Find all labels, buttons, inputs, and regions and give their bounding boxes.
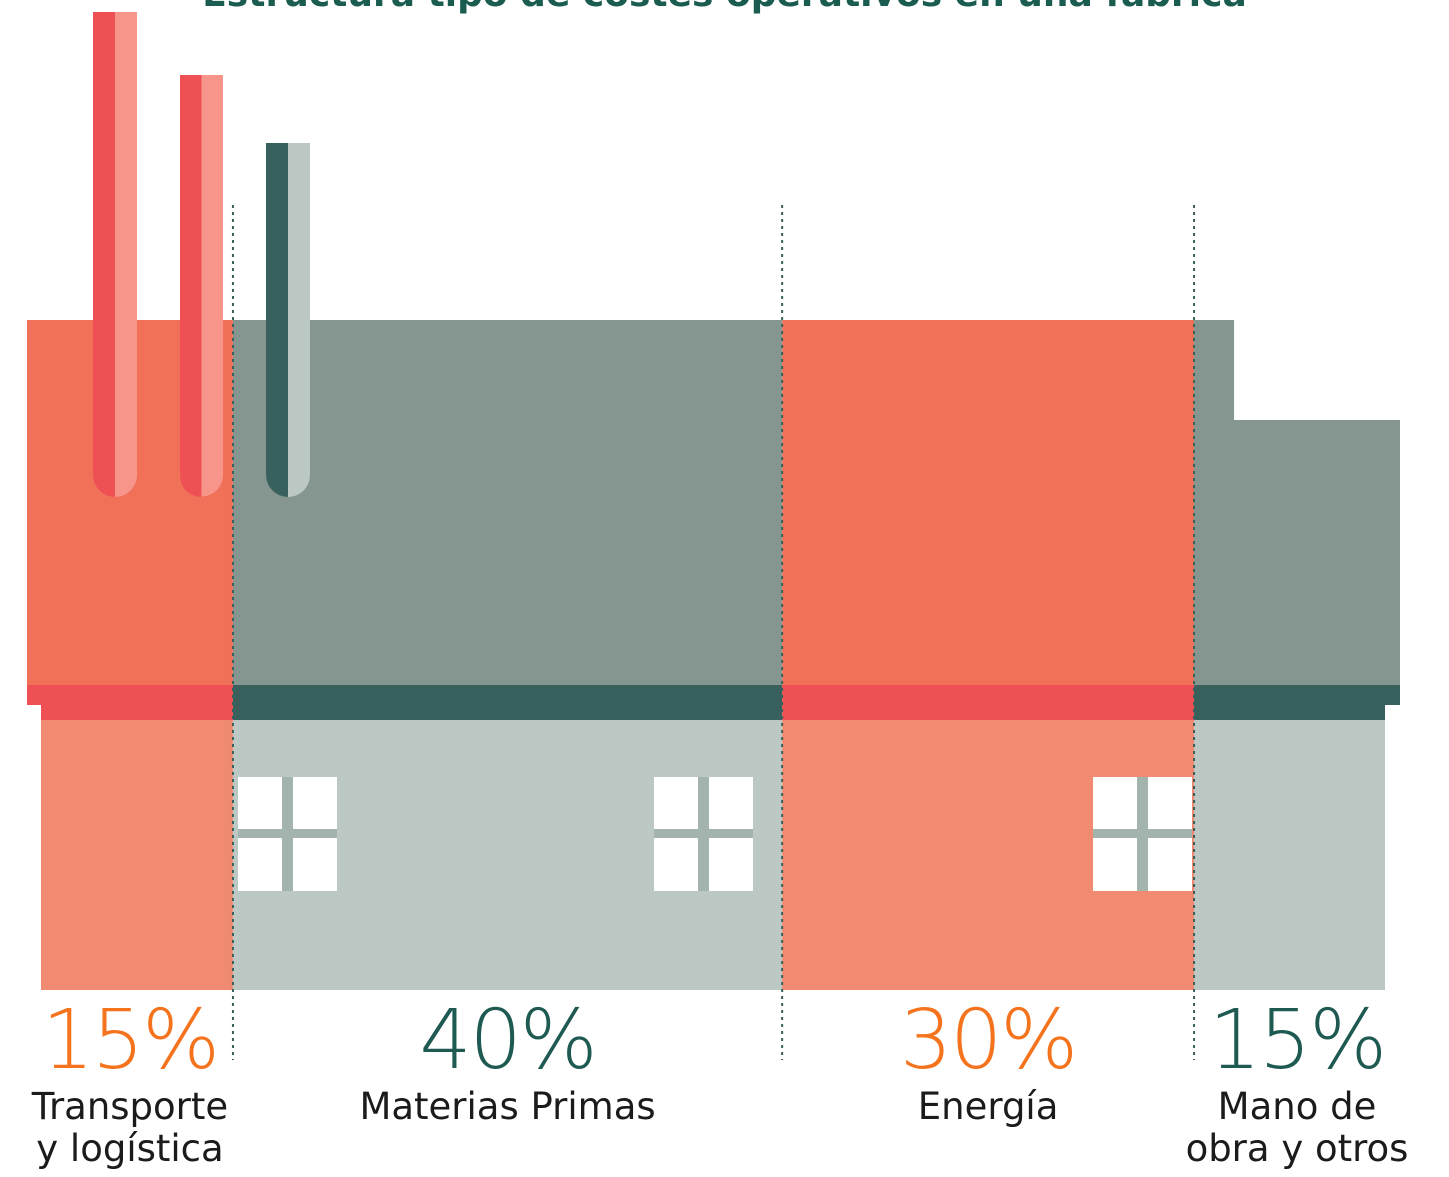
value-label: 15% (0, 1000, 280, 1082)
band-segment (1194, 705, 1385, 720)
roof-segment (1194, 420, 1400, 690)
category-label: Materias Primas (338, 1086, 678, 1128)
band-segment (27, 685, 233, 705)
value-label: 15% (1147, 1000, 1447, 1082)
category-label: Mano de obra y otros (1127, 1086, 1449, 1170)
band-segment (41, 705, 233, 720)
chimney (266, 143, 310, 497)
category-label: Transporte y logística (0, 1086, 300, 1170)
chimney (180, 75, 223, 497)
roof-segment (233, 320, 782, 690)
band-segment (1194, 685, 1400, 705)
band-segment (233, 705, 782, 720)
window (654, 777, 753, 891)
band-segment (782, 705, 1194, 720)
body-segment (41, 720, 233, 990)
category-label: Energía (818, 1086, 1158, 1128)
body-segment (1194, 720, 1385, 990)
band-segment (782, 685, 1194, 705)
roof-segment (782, 320, 1194, 690)
window (238, 777, 337, 891)
chimney (93, 12, 137, 497)
page: Estructura tipo de costes operativos en … (0, 0, 1449, 1177)
value-label: 40% (358, 1000, 658, 1082)
value-label: 30% (838, 1000, 1138, 1082)
band-segment (233, 685, 782, 705)
window (1093, 777, 1192, 891)
